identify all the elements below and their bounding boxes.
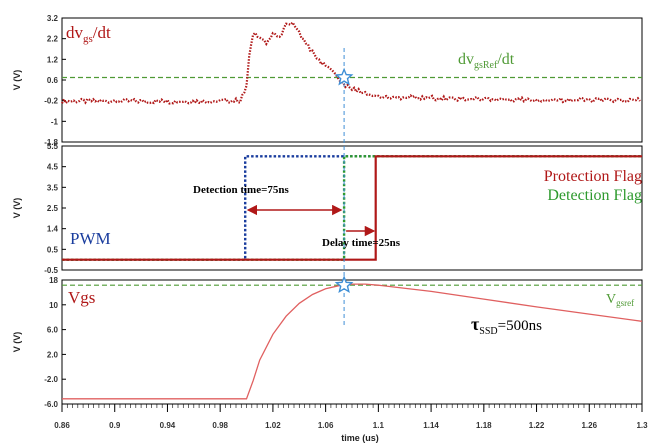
tau-symbol: τ [471, 314, 480, 334]
x-tick-label: 1.3 [636, 421, 648, 430]
y-tick-label: 0.5 [47, 245, 59, 254]
vgs-label: Vgs [68, 288, 95, 307]
flags-series [62, 155, 642, 261]
x-axis-label: time (us) [341, 433, 379, 443]
dvgs-ref-label: dvgsRef/dt [458, 51, 515, 71]
dvgs-y-axis-label: V (V) [12, 70, 22, 91]
tau-sub: SSD [479, 326, 497, 337]
y-tick-label: -0.5 [44, 266, 58, 275]
dvgs-panel: V (V) 3.22.21.20.6-0.2-1-1.8 dvgs/dt dvg… [12, 14, 643, 147]
vgs-panel: V (V) 18 10 6.0 2.0 -2.0 -6.0 Vgs Vgsref τSSD… [12, 276, 648, 443]
detection-star-icon [334, 67, 354, 86]
y-tick-label: 6.0 [47, 326, 59, 335]
y-tick-label: 2.5 [47, 204, 59, 213]
y-tick-label: -6.0 [44, 400, 58, 409]
vgs-series [62, 283, 643, 400]
flags-plot-area [61, 145, 643, 271]
y-tick-label: 2.0 [47, 350, 59, 359]
protection-flag-label: Protection Flag [544, 168, 642, 185]
dvgs-series [61, 20, 641, 106]
dvgs-plot-area [61, 17, 643, 143]
pwm-label: PWM [70, 229, 111, 248]
y-tick-label: -2.0 [44, 375, 58, 384]
y-tick-label: 2.2 [47, 35, 59, 44]
detection-stars [334, 67, 354, 294]
x-tick-label: 1.26 [581, 421, 597, 430]
vgs-y-axis-label: V (V) [12, 332, 22, 353]
tau-ssd-label: τSSD=500ns [471, 314, 542, 337]
dvgs-ref-label-tail: /dt [497, 51, 514, 68]
vgs-x-ticks: 0.86 0.9 0.94 0.98 1.02 1.06 1.1 1.14 1.18 1.22 1.… [54, 404, 648, 430]
vgs-trace [62, 283, 643, 400]
flags-panel: V (V) 5.5 4.5 3.5 2.5 1.4 0.5 -0.5 Detection t… [12, 142, 643, 275]
dvgs-y-ticks: 3.2 2.2 1.2 0.6 -0.2 -1 -1.8 [44, 14, 66, 147]
flags-y-axis-label: V (V) [12, 198, 22, 219]
y-tick-label: 1.4 [47, 225, 59, 234]
y-tick-label: 18 [49, 276, 58, 285]
flags-y-ticks: 5.5 4.5 3.5 2.5 1.4 0.5 -0.5 [44, 142, 66, 275]
vgs-y-ticks: 18 10 6.0 2.0 -2.0 -6.0 [44, 276, 66, 409]
x-tick-label: 1.22 [529, 421, 545, 430]
vgs-ref-label: Vgsref [606, 292, 634, 308]
protection-flag-trace [62, 155, 642, 261]
tau-value: =500ns [498, 318, 542, 334]
x-tick-label: 1.18 [476, 421, 492, 430]
dvgs-label-main: dv [66, 23, 84, 42]
vgs-plot-area [61, 279, 643, 405]
detection-flag-label: Detection Flag [547, 187, 642, 204]
detection-time-label: Detection time=75ns [193, 184, 289, 196]
dvgs-ref-label-main: dv [458, 51, 474, 68]
y-tick-label: 3.2 [47, 14, 59, 23]
x-tick-label: 1.02 [265, 421, 281, 430]
dvgs-label-sub: gs [83, 33, 93, 45]
x-tick-label: 1.1 [373, 421, 385, 430]
dvgs-label: dvgs/dt [66, 23, 111, 45]
x-tick-label: 0.98 [212, 421, 228, 430]
x-tick-label: 0.86 [54, 421, 70, 430]
vgs-ref-label-sub: gsref [616, 298, 634, 308]
y-tick-label: 4.5 [47, 163, 59, 172]
y-tick-label: 3.5 [47, 183, 59, 192]
y-tick-label: -0.2 [44, 97, 58, 106]
x-tick-label: 1.06 [318, 421, 334, 430]
dvgs-label-tail: /dt [93, 23, 111, 42]
y-tick-label: 10 [49, 301, 58, 310]
x-tick-label: 0.94 [160, 421, 176, 430]
y-tick-label: -1 [51, 117, 59, 126]
dvgs-ref-label-sub: gsRef [474, 60, 498, 71]
x-tick-label: 1.14 [423, 421, 439, 430]
y-tick-label: 0.6 [47, 76, 59, 85]
y-tick-label: 1.2 [47, 55, 59, 64]
y-tick-label: 5.5 [47, 142, 59, 151]
x-tick-label: 0.9 [109, 421, 121, 430]
y-tick-label: -1.8 [44, 138, 58, 147]
dvgs-trace [61, 20, 641, 106]
vgs-ref-label-main: V [606, 292, 616, 307]
delay-time-label: Delay time=25ns [322, 237, 401, 249]
detection-star-icon [334, 275, 354, 294]
